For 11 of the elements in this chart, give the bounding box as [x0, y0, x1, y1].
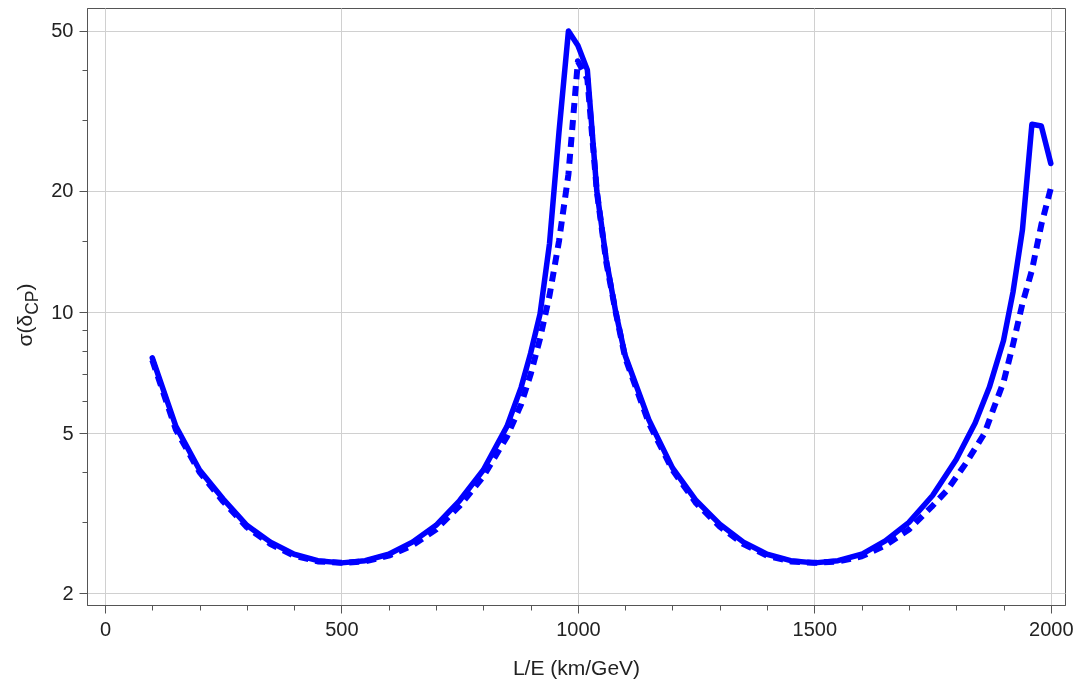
x-tick-label: 0	[99, 617, 112, 640]
y-tick-label: 50	[51, 19, 74, 42]
x-tick-label: 2000	[1029, 617, 1074, 640]
x-axis-title: L/E (km/GeV)	[512, 655, 641, 679]
x-tick-label: 500	[325, 617, 359, 640]
x-tick-label: 1000	[556, 617, 601, 640]
y-tick-label: 20	[51, 179, 74, 202]
y-tick-label: 5	[62, 421, 74, 444]
y-tick-label: 2	[62, 581, 74, 604]
y-tick-label: 10	[51, 300, 74, 323]
x-tick-label: 1500	[792, 617, 838, 640]
